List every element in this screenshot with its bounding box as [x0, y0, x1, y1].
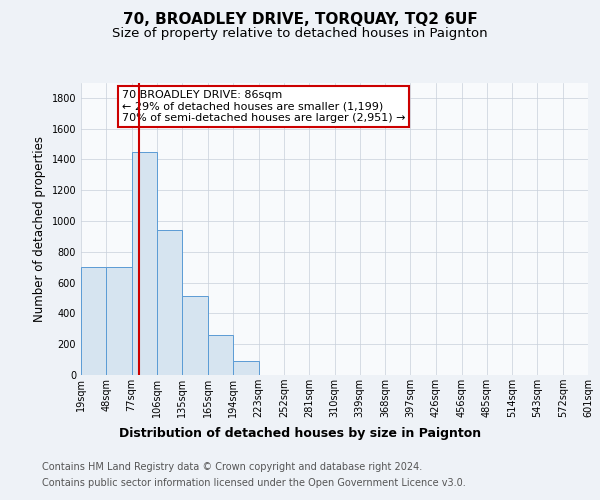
Text: Contains HM Land Registry data © Crown copyright and database right 2024.: Contains HM Land Registry data © Crown c…: [42, 462, 422, 472]
Bar: [182, 296, 208, 375]
Bar: [81, 267, 106, 375]
Bar: [233, 361, 259, 375]
Y-axis label: Number of detached properties: Number of detached properties: [33, 136, 46, 322]
Text: Size of property relative to detached houses in Paignton: Size of property relative to detached ho…: [112, 28, 488, 40]
Bar: [157, 230, 182, 375]
Bar: [131, 152, 157, 375]
Text: 70, BROADLEY DRIVE, TORQUAY, TQ2 6UF: 70, BROADLEY DRIVE, TORQUAY, TQ2 6UF: [122, 12, 478, 28]
Bar: [106, 267, 131, 375]
Text: Contains public sector information licensed under the Open Government Licence v3: Contains public sector information licen…: [42, 478, 466, 488]
Text: Distribution of detached houses by size in Paignton: Distribution of detached houses by size …: [119, 428, 481, 440]
Bar: [208, 335, 233, 375]
Text: 70 BROADLEY DRIVE: 86sqm
← 29% of detached houses are smaller (1,199)
70% of sem: 70 BROADLEY DRIVE: 86sqm ← 29% of detach…: [122, 90, 406, 124]
